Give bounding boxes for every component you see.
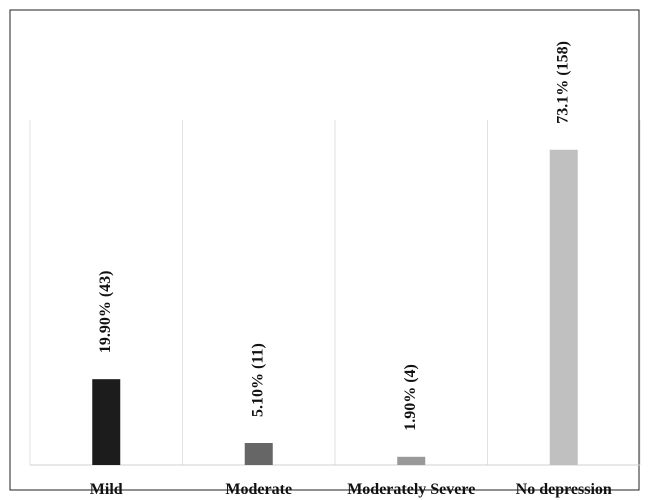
data-label: 73.1% (158) (554, 41, 571, 124)
x-tick-label: No depression (516, 481, 612, 498)
data-label: 1.90% (4) (402, 364, 419, 431)
data-label: 5.10% (11) (249, 343, 266, 417)
bar (549, 149, 578, 465)
data-label: 19.90% (43) (97, 271, 114, 354)
bar (244, 443, 273, 465)
bar (397, 456, 426, 465)
bar (92, 379, 121, 465)
x-tick-label: Mild (90, 481, 123, 498)
x-tick-label: Moderate (225, 481, 292, 498)
x-tick-label: Moderately Severe (347, 481, 475, 498)
